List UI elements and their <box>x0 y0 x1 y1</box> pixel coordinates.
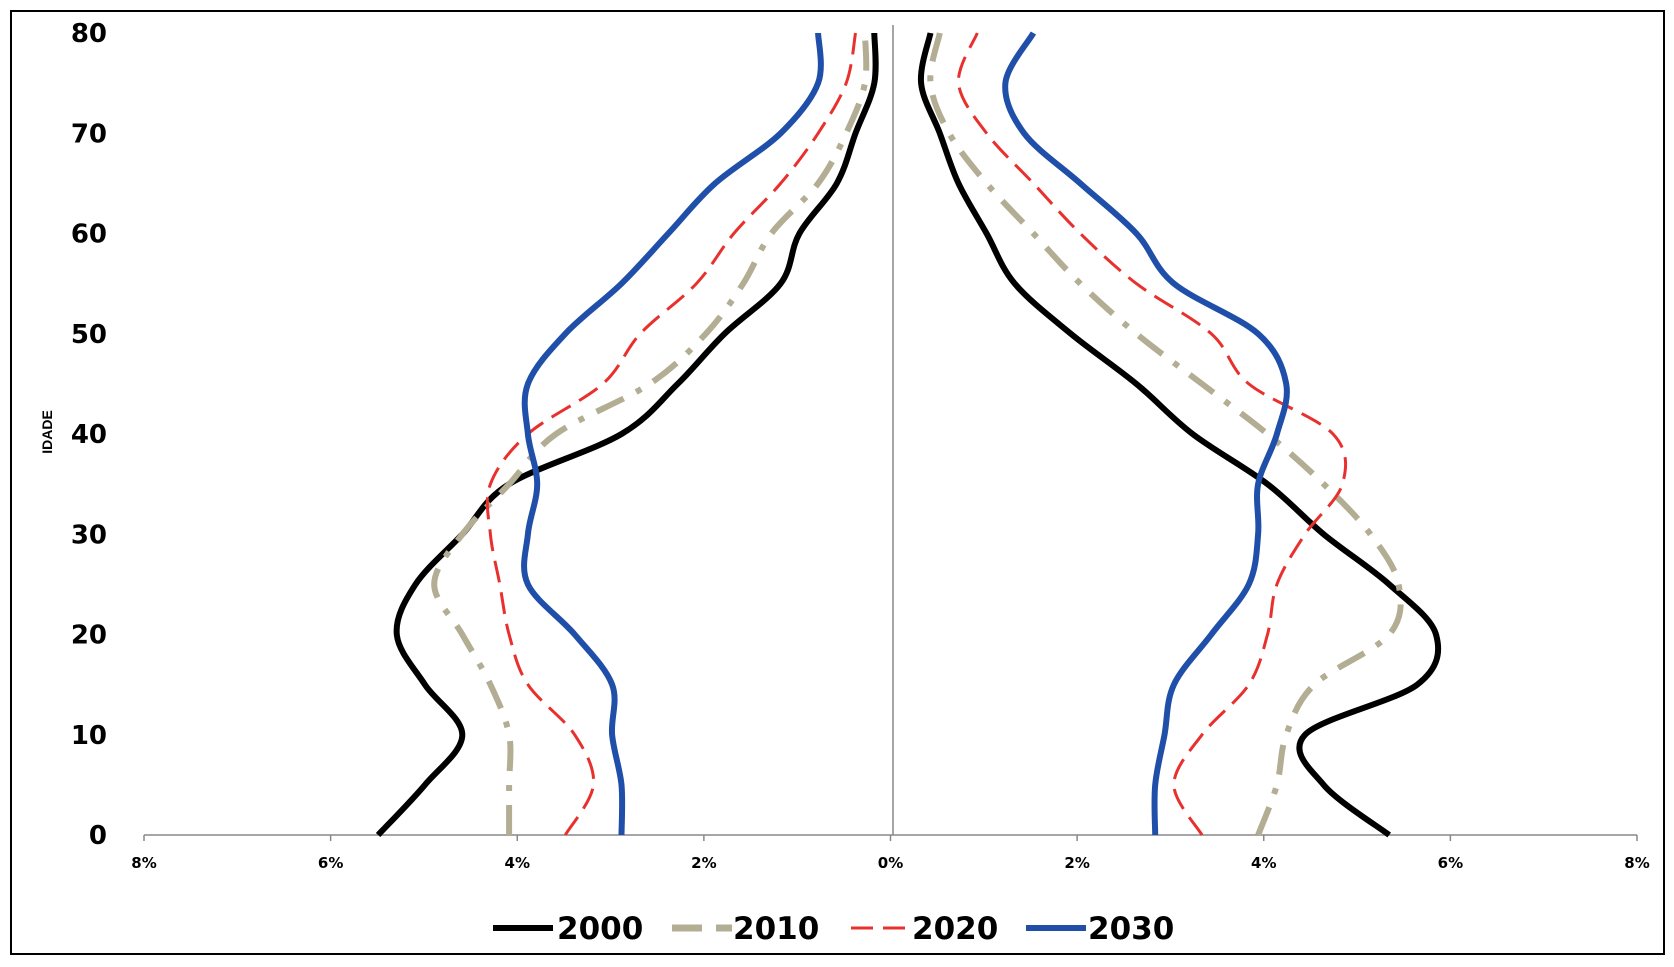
x-tick-label: 4% <box>505 854 530 872</box>
y-tick-label: 70 <box>71 119 107 149</box>
axes-group: 8% 6% 4% 2% 0% 2% 4% 6% 8% 0 10 20 30 40 50 60 70 80 <box>71 19 1650 872</box>
series-line-2030-left <box>521 32 824 836</box>
x-tick-label: 8% <box>1624 854 1649 872</box>
y-axis-label: IDADE <box>39 410 55 454</box>
legend: 2000 2010 2020 2030 <box>493 911 1174 947</box>
x-tick-label: 2% <box>1064 854 1089 872</box>
x-tick-label: 4% <box>1251 854 1276 872</box>
legend-label-2000: 2000 <box>557 911 643 947</box>
series-line-2000-left <box>375 32 879 838</box>
y-tick-label: 40 <box>71 420 107 450</box>
x-tick-label: 6% <box>318 854 343 872</box>
y-tick-label: 30 <box>71 520 107 550</box>
chart-frame <box>10 10 1665 955</box>
series-line-2010-left <box>431 32 870 835</box>
series-line-2000-right <box>917 32 1442 838</box>
y-tick-label: 80 <box>71 19 107 49</box>
series-group <box>375 31 1442 838</box>
y-tick-label: 50 <box>71 320 107 350</box>
legend-label-2020: 2020 <box>912 911 998 947</box>
x-tick-label: 8% <box>131 854 156 872</box>
y-tick-label: 10 <box>71 721 107 751</box>
series-line-2020-left <box>485 32 857 836</box>
x-tick-label: 0% <box>878 854 903 872</box>
x-tick-label: 6% <box>1438 854 1463 872</box>
y-tick-label: 60 <box>71 220 107 250</box>
legend-label-2010: 2010 <box>733 911 819 947</box>
y-tick-label: 0 <box>89 821 107 851</box>
series-line-2010-right <box>927 32 1404 837</box>
x-tick-label: 2% <box>691 854 716 872</box>
legend-label-2030: 2030 <box>1088 911 1174 947</box>
y-tick-label: 20 <box>71 621 107 651</box>
series-line-2020-right <box>956 32 1348 836</box>
series-line-2030-right <box>1002 31 1290 836</box>
